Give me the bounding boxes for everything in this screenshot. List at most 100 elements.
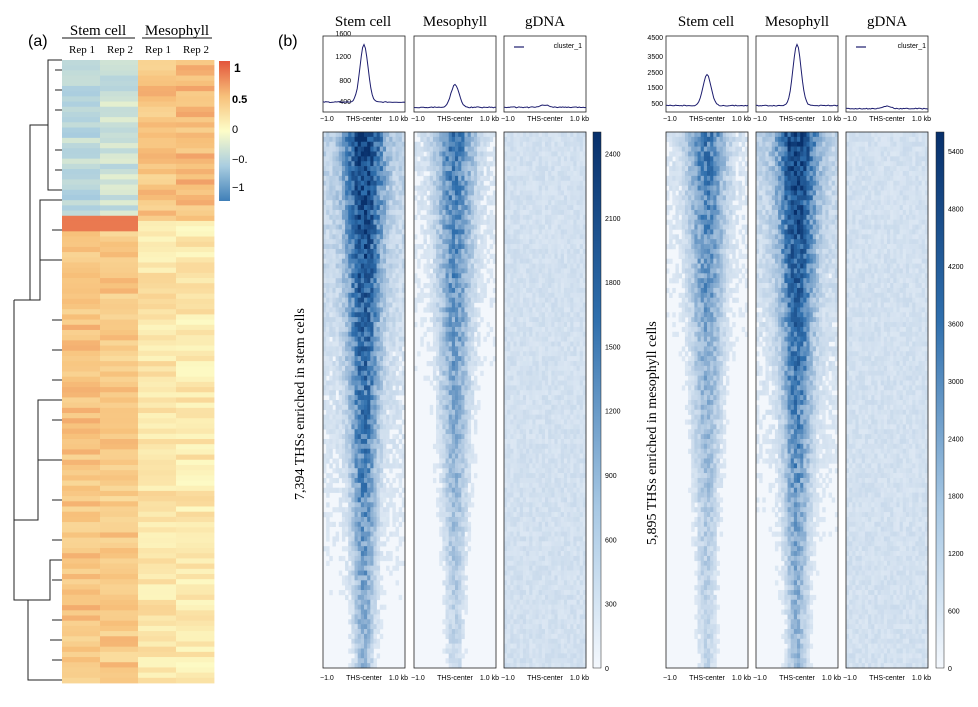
heatmap-cell [329,375,333,381]
heatmap-cell [370,361,374,367]
heatmap-cell [329,273,333,279]
heatmap-cell [477,170,481,177]
heatmap-cell [386,141,390,147]
heatmap-cell [504,229,508,235]
heatmap-cell [332,180,336,186]
heatmap-cell [473,312,478,318]
heatmap-cell [439,385,443,391]
heatmap-cell [439,170,443,177]
heatmap-cell [455,590,459,596]
heatmap-cell [492,253,497,259]
heatmap-cell [467,546,472,552]
heatmap-cell [467,161,472,167]
heatmap-cell [445,322,449,328]
heatmap-cell [439,370,443,376]
heatmap-cell [395,180,399,186]
heatmap-cell [392,395,396,401]
profile-legend: cluster_1 [554,43,583,50]
heatmap-cell [341,385,346,391]
heatmap-cell [567,136,571,143]
heatmap-cell [357,205,362,211]
heatmap-cell [100,667,139,674]
heatmap-cell [436,390,440,396]
heatmap-cell [326,146,330,152]
heatmap-cell [367,512,371,518]
heatmap-cell [436,297,440,303]
heatmap-cell [448,663,453,669]
heatmap-cell [341,497,346,503]
heatmap-cell [448,273,453,279]
heatmap-cell [138,438,177,445]
heatmap-cell [382,136,387,143]
heatmap-cell [458,570,462,576]
heatmap-cell [351,195,355,201]
heatmap-cell [439,512,443,518]
heatmap-cell [323,341,327,347]
heatmap-cell [570,146,574,152]
heatmap-cell [414,322,418,328]
heatmap-cell [382,331,387,337]
heatmap-cell [335,132,340,138]
heatmap-cell [329,214,333,221]
heatmap-cell [519,185,524,191]
heatmap-cell [345,512,349,518]
heatmap-cell [335,361,340,367]
heatmap-cell [538,195,543,201]
heatmap-cell [376,516,381,523]
heatmap-cell [455,151,459,157]
heatmap-cell [448,297,453,303]
heatmap-cell [436,180,440,186]
heatmap-cell [455,380,459,386]
heatmap-cell [545,141,549,147]
heatmap-cell [451,531,456,537]
heatmap-cell [354,619,358,625]
heatmap-cell [341,175,346,182]
heatmap-cell [442,209,446,216]
heatmap-cell [464,609,468,615]
heatmap-cell [467,404,472,411]
heatmap-cell [516,132,521,138]
heatmap-cell [357,414,362,420]
heatmap-cell [338,429,343,435]
heatmap-cell [470,448,475,454]
heatmap-cell [442,629,446,635]
heatmap-cell [176,158,215,165]
heatmap-cell [470,166,475,172]
heatmap-cell [348,195,352,201]
heatmap-cell [360,463,365,469]
heatmap-cell [338,590,343,596]
heatmap-cell [329,278,333,284]
heatmap-cell [398,453,403,459]
heatmap-cell [458,604,462,610]
heatmap-cell [138,91,177,97]
heatmap-cell [176,127,215,134]
heatmap-cell [341,546,346,552]
heatmap-cell [332,468,336,474]
heatmap-cell [461,132,465,138]
heatmap-cell [326,312,330,318]
heatmap-cell [567,141,571,147]
heatmap-cell [338,141,343,147]
heatmap-cell [370,594,374,601]
heatmap-cell [351,239,355,245]
heatmap-cell [341,224,346,230]
heatmap-cell [100,153,139,160]
heatmap-cell [62,490,101,497]
heatmap-cell [62,677,101,684]
heatmap-cell [541,156,546,162]
heatmap-cell [519,175,524,182]
heatmap-cell [582,175,587,182]
heatmap-cell [448,370,453,376]
heatmap-cell [364,317,368,323]
heatmap-cell [376,258,381,264]
heatmap-cell [351,463,355,469]
heatmap-cell [538,205,543,211]
heatmap-cell [341,239,346,245]
heatmap-cell [448,453,453,459]
heatmap-cell [426,375,431,381]
heatmap-cell [332,409,336,415]
heatmap-cell [551,200,555,206]
heatmap-cell [373,414,377,420]
heatmap-cell [354,190,358,196]
heatmap-cell [455,302,459,308]
